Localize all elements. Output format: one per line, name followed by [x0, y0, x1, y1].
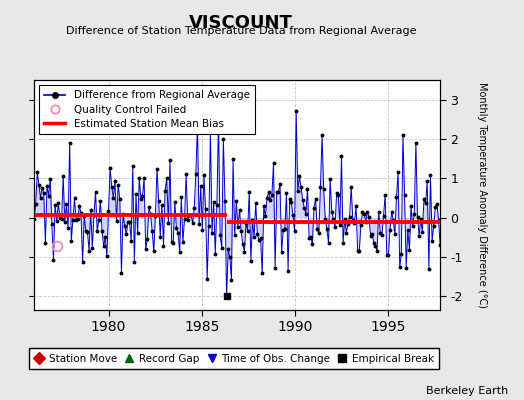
Text: Difference of Station Temperature Data from Regional Average: Difference of Station Temperature Data f… [66, 26, 416, 36]
Legend: Difference from Regional Average, Quality Control Failed, Estimated Station Mean: Difference from Regional Average, Qualit… [39, 85, 255, 134]
Legend: Station Move, Record Gap, Time of Obs. Change, Empirical Break: Station Move, Record Gap, Time of Obs. C… [29, 348, 439, 369]
Y-axis label: Monthly Temperature Anomaly Difference (°C): Monthly Temperature Anomaly Difference (… [477, 82, 487, 308]
Text: Berkeley Earth: Berkeley Earth [426, 386, 508, 396]
Text: VISCOUNT: VISCOUNT [189, 14, 293, 32]
